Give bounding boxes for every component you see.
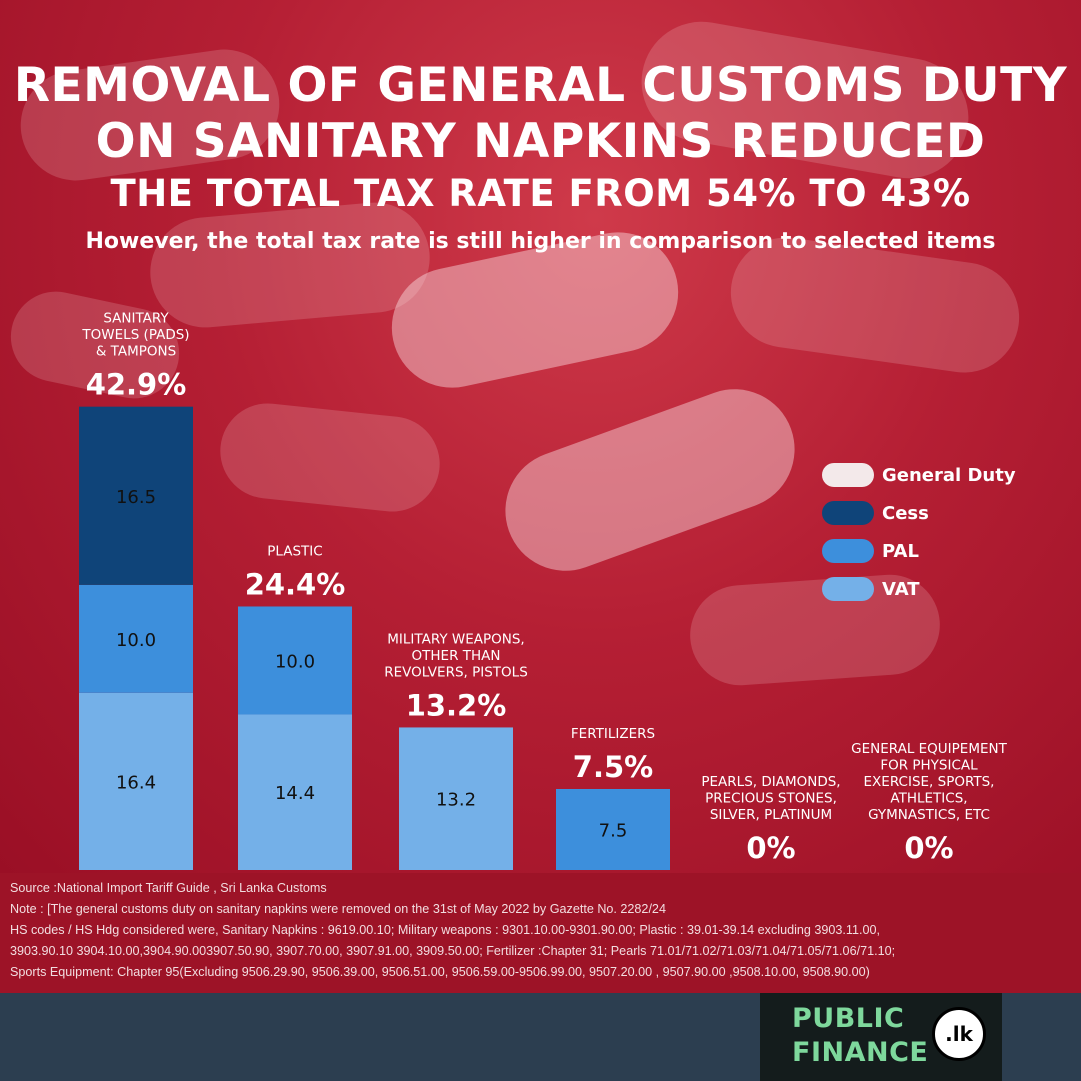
hs-codes-line-2: 3903.90.10 3904.10.00,3904.90.003907.50.… <box>10 944 896 958</box>
subtitle: However, the total tax rate is still hig… <box>85 229 996 254</box>
bar-segment-pal <box>238 606 352 715</box>
bar-segment-label: 14.4 <box>275 783 315 804</box>
bar-total-label: 13.2% <box>406 688 507 722</box>
source-text: Source :National Import Tariff Guide , S… <box>10 881 327 895</box>
category-label: SANITARY <box>103 311 169 327</box>
footer: Source :National Import Tariff Guide , S… <box>0 873 1081 993</box>
category-label: TOWELS (PADS) <box>81 327 189 343</box>
category-label: PRECIOUS STONES, <box>705 791 837 807</box>
bar-segment-vat <box>79 692 193 870</box>
title-line-1: REMOVAL OF GENERAL CUSTOMS DUTY <box>13 58 1068 113</box>
bar-segment-label: 10.0 <box>116 630 156 651</box>
legend-item-vat: VAT <box>822 570 1016 608</box>
bar-total-label: 42.9% <box>86 368 187 402</box>
logo-badge: .lk <box>932 1007 986 1061</box>
bar-segment-vat <box>238 714 352 870</box>
category-label: FERTILIZERS <box>571 726 655 742</box>
hs-codes-line-1: HS codes / HS Hdg considered were, Sanit… <box>10 923 880 937</box>
bar-segment-pal <box>79 584 193 693</box>
bar-total-label: 24.4% <box>245 567 346 601</box>
category-label: ATHLETICS, <box>890 791 967 807</box>
legend-label: PAL <box>882 540 919 562</box>
legend-item-cess: Cess <box>822 494 1016 532</box>
hs-codes-line-3: Sports Equipment: Chapter 95(Excluding 9… <box>10 965 870 979</box>
legend-label: VAT <box>882 578 920 600</box>
bar-total-label: 7.5% <box>573 750 653 784</box>
title-line-2: ON SANITARY NAPKINS REDUCED <box>95 114 986 169</box>
public-finance-logo[interactable]: PUBLIC FINANCE .lk <box>760 993 1002 1081</box>
legend-label: General Duty <box>882 464 1016 486</box>
legend-swatch-vat <box>822 577 874 601</box>
legend-item-general-duty: General Duty <box>822 456 1016 494</box>
bar-segment-pal <box>556 789 670 870</box>
legend-swatch-cess <box>822 501 874 525</box>
category-label: MILITARY WEAPONS, <box>387 631 524 647</box>
category-label: PEARLS, DIAMONDS, <box>701 774 840 790</box>
logo-text-finance: FINANCE <box>792 1037 929 1068</box>
bar-segment-label: 13.2 <box>436 790 476 811</box>
bar-segment-cess <box>79 406 193 585</box>
category-label: GYMNASTICS, ETC <box>868 807 990 823</box>
legend-label: Cess <box>882 502 929 524</box>
title-line-3: THE TOTAL TAX RATE FROM 54% TO 43% <box>110 172 971 215</box>
category-label: REVOLVERS, PISTOLS <box>384 664 528 680</box>
legend-swatch-general-duty <box>822 463 874 487</box>
legend-item-pal: PAL <box>822 532 1016 570</box>
bar-segment-label: 7.5 <box>599 821 628 842</box>
note-text: Note : [The general customs duty on sani… <box>10 902 666 916</box>
bar-segment-vat <box>399 727 513 870</box>
bar-total-label: 0% <box>904 831 953 865</box>
bar-segment-label: 10.0 <box>275 651 315 672</box>
category-label: SILVER, PLATINUM <box>710 807 832 823</box>
category-label: OTHER THAN <box>412 648 501 664</box>
category-label: PLASTIC <box>267 543 322 559</box>
logo-text-public: PUBLIC <box>792 1003 905 1034</box>
bar-segment-label: 16.5 <box>116 487 156 508</box>
category-label: FOR PHYSICAL <box>880 758 978 774</box>
bar-segment-label: 16.4 <box>116 772 156 793</box>
legend-swatch-pal <box>822 539 874 563</box>
category-label: & TAMPONS <box>96 344 176 360</box>
category-label: EXERCISE, SPORTS, <box>864 774 995 790</box>
category-label: GENERAL EQUIPEMENT <box>851 741 1007 757</box>
legend: General Duty Cess PAL VAT <box>822 456 1016 608</box>
bar-total-label: 0% <box>746 831 795 865</box>
